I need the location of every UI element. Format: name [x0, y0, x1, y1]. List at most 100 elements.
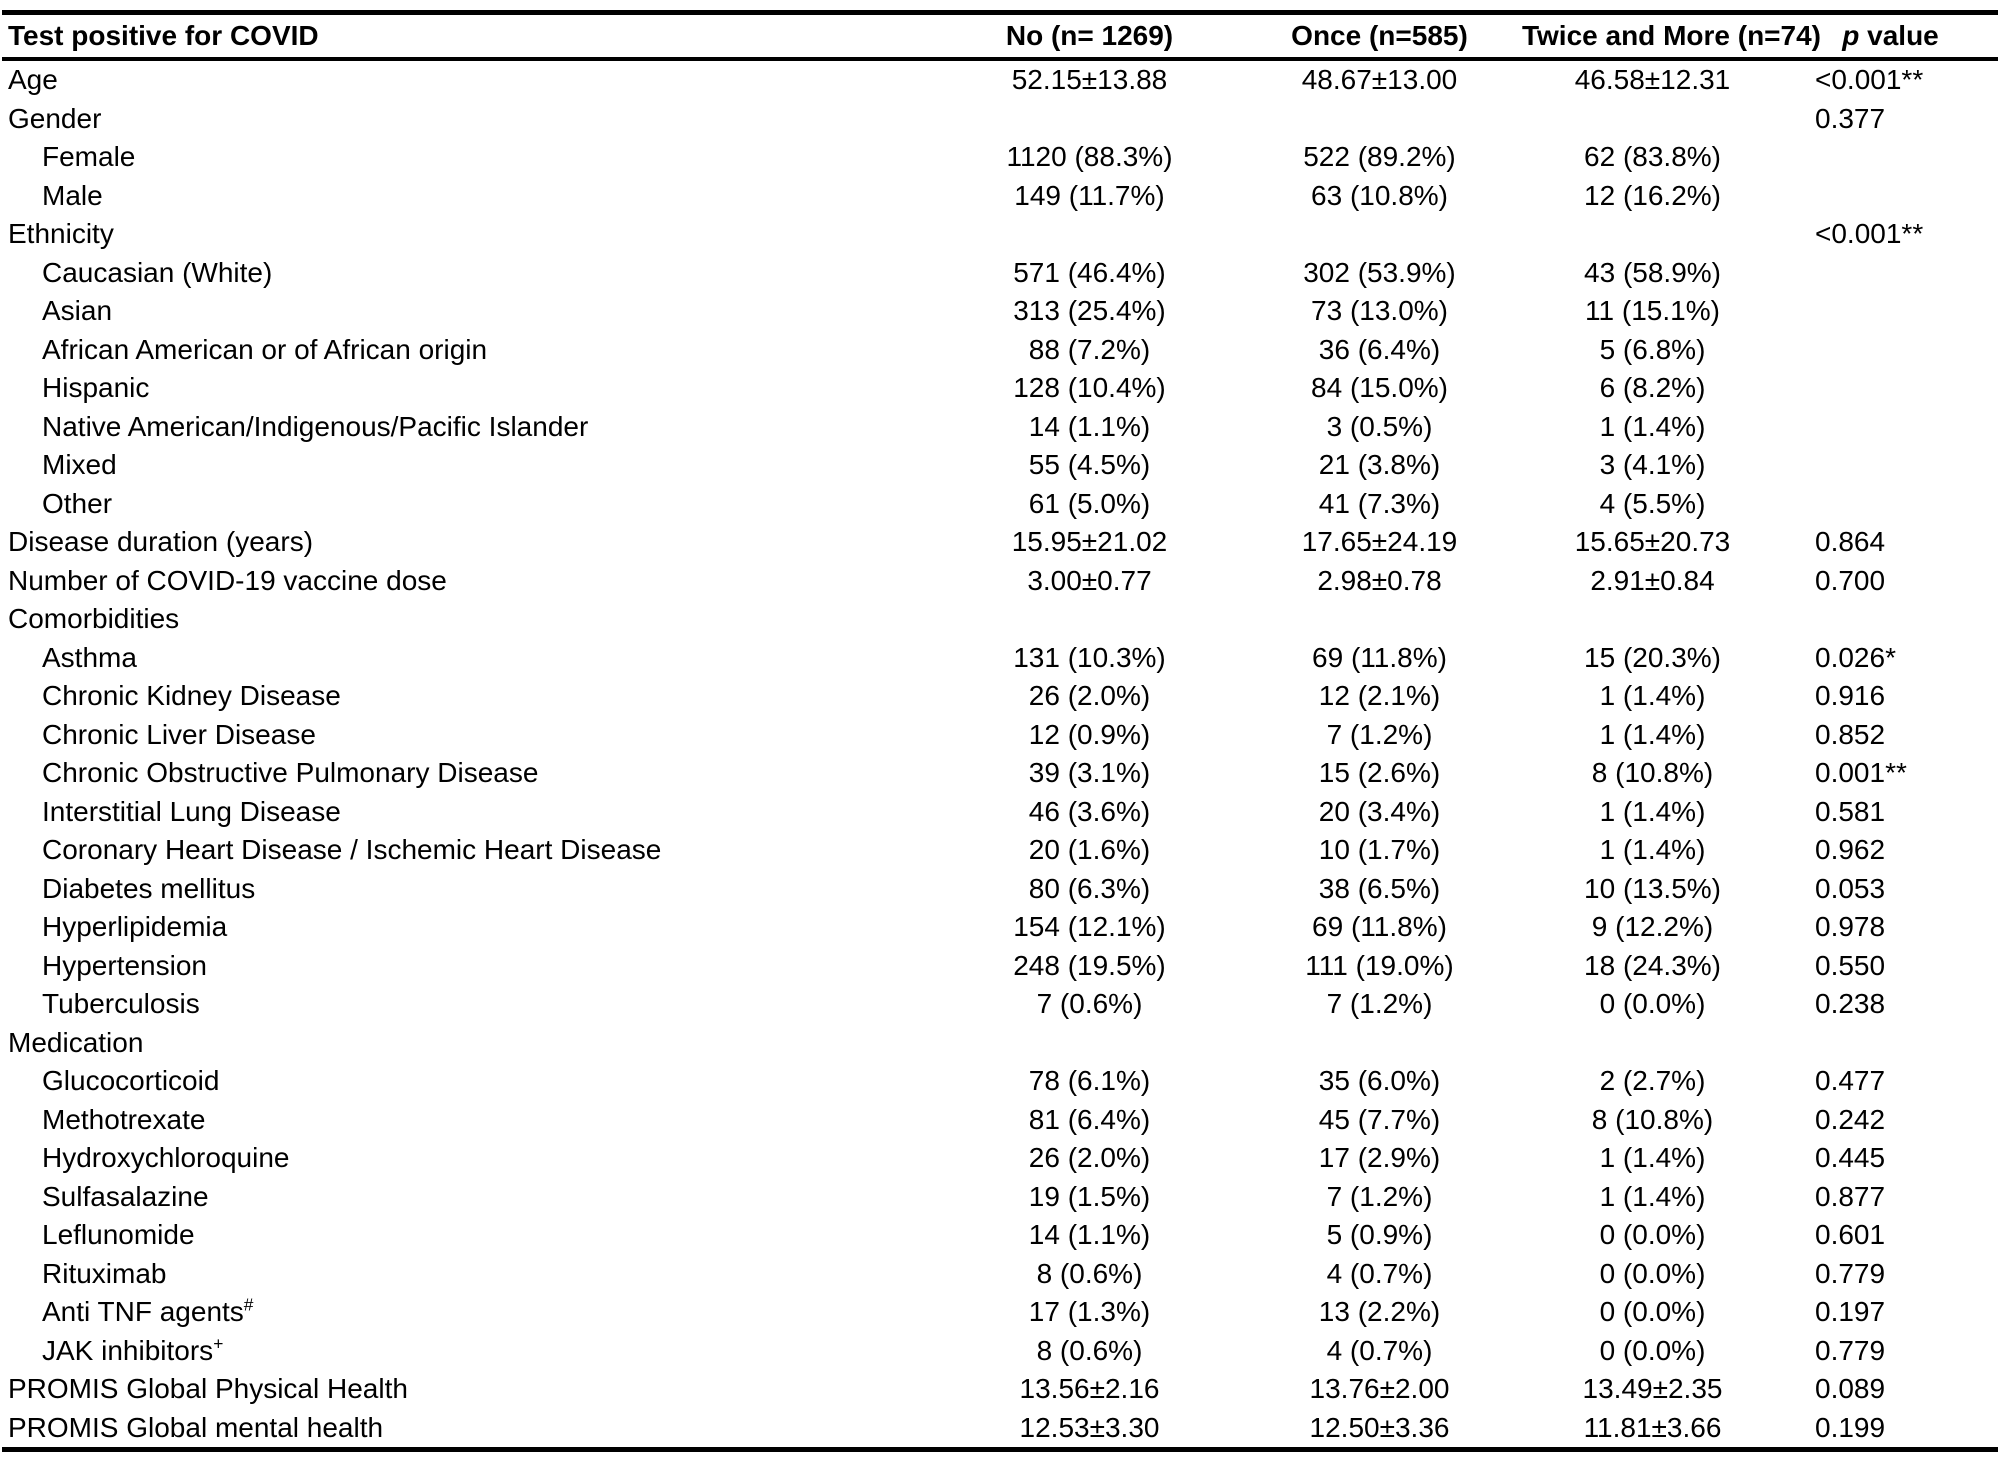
row-label: Female: [42, 141, 136, 173]
cell-p-value: [1783, 1024, 1998, 1063]
cell-twice-and-more: 11 (15.1%): [1585, 295, 1720, 327]
table-row: Coronary Heart Disease / Ischemic Heart …: [2, 831, 1998, 870]
cell-once: [1237, 100, 1522, 139]
cell-no: 15.95±21.02: [1011, 526, 1168, 558]
table-row: JAK inhibitors+ 8 (0.6%) 4 (0.7%) 0 (0.0%) 0…: [2, 1332, 1998, 1371]
cell-once: 84 (15.0%): [1311, 372, 1448, 404]
cell-twice-and-more: 15 (20.3%): [1584, 641, 1721, 673]
cell-twice-and-more: 2.91±0.84: [1590, 564, 1715, 596]
row-label: Native American/Indigenous/Pacific Islan…: [42, 410, 589, 442]
row-label: Male: [42, 179, 103, 211]
cell-no: 14 (1.1%): [1028, 1219, 1151, 1251]
cell-twice-and-more: 0 (0.0%): [1599, 1257, 1706, 1289]
row-label: Mixed: [42, 449, 117, 481]
cell-twice-and-more: 3 (4.1%): [1599, 449, 1706, 481]
row-label: Other: [42, 487, 113, 519]
row-label-superscript: #: [243, 1294, 254, 1315]
row-label: African American or of African origin: [42, 333, 488, 365]
cell-p-value: 0.779: [1815, 1257, 1886, 1289]
cell-p-value: 0.197: [1815, 1296, 1886, 1328]
cell-twice-and-more: 1 (1.4%): [1599, 680, 1706, 712]
row-label: PROMIS Global Physical Health: [8, 1373, 408, 1405]
cell-p-value: 0.238: [1815, 988, 1886, 1020]
row-label: PROMIS Global mental health: [8, 1411, 384, 1443]
cell-twice-and-more: 5 (6.8%): [1599, 333, 1706, 365]
column-header-twice-and-more: Twice and More (n=74): [1522, 12, 1821, 61]
cell-p-value: 0.779: [1815, 1334, 1886, 1366]
row-label: Hispanic: [42, 372, 150, 404]
cell-no: [942, 600, 1237, 639]
cell-twice-and-more: 4 (5.5%): [1599, 487, 1706, 519]
cell-once: 48.67±13.00: [1301, 64, 1458, 96]
table-row: Hispanic 128 (10.4%) 84 (15.0%) 6 (8.2%): [2, 369, 1998, 408]
cell-twice-and-more: 43 (58.9%): [1584, 256, 1721, 288]
cell-p-value: <0.001**: [1815, 64, 1924, 96]
cell-no: 14 (1.1%): [1028, 410, 1151, 442]
cell-twice-and-more: 11.81±3.66: [1583, 1411, 1722, 1443]
table-row: PROMIS Global Physical Health 13.56±2.16 1…: [2, 1370, 1998, 1409]
table-row: Number of COVID-19 vaccine dose 3.00±0.77…: [2, 562, 1998, 601]
cell-twice-and-more: 12 (16.2%): [1584, 179, 1721, 211]
cell-twice-and-more: 1 (1.4%): [1599, 795, 1706, 827]
row-label: Age: [8, 64, 58, 96]
cell-no: 78 (6.1%): [1028, 1065, 1151, 1097]
table-row: Disease duration (years) 15.95±21.02 17.65…: [2, 523, 1998, 562]
cell-p-value: [1783, 446, 1998, 485]
cell-once: 13 (2.2%): [1318, 1296, 1441, 1328]
cell-once: 10 (1.7%): [1318, 834, 1441, 866]
row-label: Comorbidities: [8, 603, 180, 635]
cell-p-value: 0.916: [1815, 680, 1886, 712]
cell-once: [1237, 600, 1522, 639]
cell-twice-and-more: 2 (2.7%): [1599, 1065, 1706, 1097]
row-label: Caucasian (White): [42, 256, 273, 288]
table-body: Age 52.15±13.88 48.67±13.00 46.58±12.31 <0.0…: [2, 59, 1998, 1450]
header-row: Test positive for COVID No (n= 1269) Onc…: [2, 12, 1998, 61]
cell-twice-and-more: 10 (13.5%): [1584, 872, 1721, 904]
row-label: Asthma: [42, 641, 137, 673]
cell-p-value: 0.001**: [1815, 757, 1907, 789]
table-row: Chronic Obstructive Pulmonary Disease 39 …: [2, 754, 1998, 793]
cell-no: 7 (0.6%): [1036, 988, 1143, 1020]
cell-p-value: [1783, 408, 1998, 447]
cell-once: 12.50±3.36: [1309, 1411, 1450, 1443]
cell-p-value: 0.089: [1815, 1373, 1886, 1405]
row-label: Coronary Heart Disease / Ischemic Heart …: [42, 834, 662, 866]
cell-p-value: 0.978: [1815, 911, 1886, 943]
table-row: Native American/Indigenous/Pacific Islan…: [2, 408, 1998, 447]
column-header-once: Once (n=585): [1237, 12, 1522, 61]
table-row: Rituximab 8 (0.6%) 4 (0.7%) 0 (0.0%) 0.779: [2, 1255, 1998, 1294]
cell-twice-and-more: [1522, 1024, 1783, 1063]
cell-once: 36 (6.4%): [1318, 333, 1441, 365]
cell-p-value: 0.852: [1815, 718, 1886, 750]
cell-once: 4 (0.7%): [1326, 1334, 1433, 1366]
cell-no: 571 (46.4%): [1013, 256, 1166, 288]
table-row: Diabetes mellitus 80 (6.3%) 38 (6.5%) 10 (1…: [2, 870, 1998, 909]
table-row: Medication: [2, 1024, 1998, 1063]
cell-p-value: 0.864: [1815, 526, 1886, 558]
cell-p-value: [1783, 138, 1998, 177]
cell-twice-and-more: 0 (0.0%): [1599, 1219, 1706, 1251]
table-row: African American or of African origin 88 …: [2, 331, 1998, 370]
cell-once: 522 (89.2%): [1303, 141, 1456, 173]
cell-p-value: [1783, 254, 1998, 293]
cell-once: 111 (19.0%): [1305, 949, 1454, 981]
cell-once: 69 (11.8%): [1312, 911, 1447, 943]
table-row: Age 52.15±13.88 48.67±13.00 46.58±12.31 <0.0…: [2, 59, 1998, 100]
cell-no: 8 (0.6%): [1036, 1257, 1143, 1289]
cell-twice-and-more: 46.58±12.31: [1574, 64, 1731, 96]
cell-no: 26 (2.0%): [1028, 1142, 1151, 1174]
cell-once: 7 (1.2%): [1326, 718, 1433, 750]
cell-p-value: <0.001**: [1815, 218, 1924, 250]
table-row: Ethnicity <0.001**: [2, 215, 1998, 254]
covid-test-positive-table: Test positive for COVID No (n= 1269) Onc…: [2, 10, 1998, 1452]
table-row: Hyperlipidemia 154 (12.1%) 69 (11.8%) 9 (12…: [2, 908, 1998, 947]
row-label: Methotrexate: [42, 1103, 206, 1135]
cell-once: [1237, 1024, 1522, 1063]
cell-twice-and-more: 1 (1.4%): [1599, 1142, 1706, 1174]
cell-no: 61 (5.0%): [1028, 487, 1151, 519]
row-label: Glucocorticoid: [42, 1065, 220, 1097]
table-row: Asian 313 (25.4%) 73 (13.0%) 11 (15.1%): [2, 292, 1998, 331]
table-row: Chronic Kidney Disease 26 (2.0%) 12 (2.1%)…: [2, 677, 1998, 716]
cell-p-value: 0.581: [1815, 795, 1886, 827]
row-label: Gender: [8, 102, 102, 134]
